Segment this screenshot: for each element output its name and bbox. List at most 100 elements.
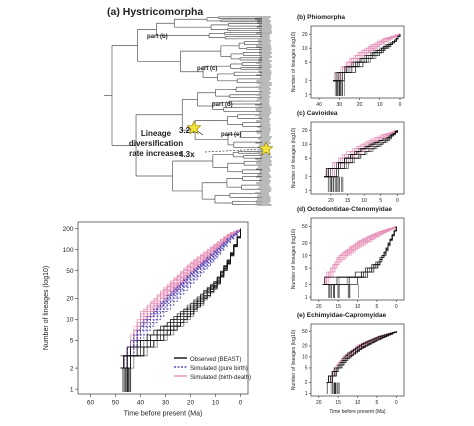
y-tick-label: 2 [305, 282, 308, 288]
x-tick-label: 20 [357, 102, 363, 108]
annotation-line-3: rate increases [129, 149, 183, 158]
chart-title: (c) Cavioidea [297, 110, 338, 117]
x-tick-label: 20 [316, 400, 322, 406]
rate-shift-star-icon [258, 141, 274, 156]
series-birth-death-line [326, 331, 397, 383]
x-tick-label: 0 [395, 400, 398, 406]
y-tick-label: 10 [302, 46, 308, 52]
x-axis-label: Time before present (Ma) [124, 411, 203, 418]
legend-observed: Observed (BEAST) [190, 357, 241, 363]
x-tick-label: 15 [335, 400, 341, 406]
y-tick-label: 5 [305, 156, 308, 162]
y-tick-label: 1 [305, 295, 308, 301]
series-birth-death-line [120, 228, 241, 369]
x-tick-label: 60 [87, 400, 95, 407]
y-tick-label: 1 [305, 92, 308, 98]
series-birth-death-line [326, 331, 397, 383]
series-birth-death-line [120, 228, 241, 369]
series-birth-death-line [326, 331, 397, 383]
x-tick-label: 15 [335, 304, 341, 310]
series-birth-death-line [326, 331, 397, 383]
x-tick-label: 10 [361, 198, 367, 204]
y-tick-label: 20 [302, 32, 308, 38]
series-observed-line [326, 331, 397, 383]
x-tick-label: 0 [399, 102, 402, 108]
series-birth-death-line [326, 331, 397, 383]
plot-frame [77, 221, 249, 395]
panel-a-phylogeny: (a) Hystricomorpha part (b) part (c) par… [104, 6, 274, 206]
panel-a-title: (a) Hystricomorpha [107, 6, 203, 18]
series-pure-birth-line [120, 228, 241, 369]
series-observed-line [322, 226, 397, 285]
legend-pure-birth: Simulated (pure birth) [190, 366, 248, 372]
series-birth-death-line [120, 228, 241, 357]
series-observed-line [326, 331, 397, 383]
x-tick-label: 20 [328, 198, 334, 204]
series-observed-line [326, 331, 397, 383]
series-birth-death-line [326, 331, 397, 383]
x-axis-label: Time before present (Ma) [329, 409, 386, 415]
x-tick-label: 5 [375, 400, 378, 406]
series-birth-death-line [326, 331, 397, 383]
y-axis-label: Number of lineages (log10) [43, 266, 50, 350]
y-tick-label: 20 [302, 344, 308, 350]
rate-shift-star-icon [186, 120, 202, 135]
y-tick-label: 2 [305, 174, 308, 180]
x-tick-label: 40 [316, 102, 322, 108]
x-tick-label: 30 [162, 400, 170, 407]
rate-arrow-2 [204, 148, 264, 153]
y-tick-label: 20 [66, 296, 74, 303]
y-tick-label: 10 [302, 142, 308, 148]
series-birth-death-line [326, 331, 397, 383]
x-tick-label: 5 [375, 304, 378, 310]
y-tick-label: 20 [302, 241, 308, 247]
x-tick-label: 0 [239, 400, 243, 407]
series-birth-death-line [322, 226, 397, 285]
series-birth-death-line [322, 226, 397, 285]
series-pure-birth-line [120, 228, 241, 369]
x-tick-label: 50 [112, 400, 120, 407]
series-birth-death-line [326, 331, 397, 383]
y-tick-label: 5 [70, 338, 74, 345]
y-tick-label: 1 [70, 386, 74, 393]
chart-title: (b) Phiomorpha [297, 14, 345, 21]
y-tick-label: 50 [66, 268, 74, 275]
y-tick-label: 10 [302, 253, 308, 259]
y-tick-label: 1 [305, 391, 308, 397]
x-tick-label: 40 [137, 400, 145, 407]
x-tick-label: 5 [379, 198, 382, 204]
x-tick-label: 10 [212, 400, 220, 407]
label-part-d: part (d) [212, 102, 233, 108]
x-tick-label: 0 [396, 198, 399, 204]
chart-c: (c) Cavioidea 20 15 10 5 0 1 2 5 10 20 Number of li… [291, 110, 405, 204]
y-tick-label: 50 [302, 224, 308, 230]
legend-birth-death: Simulated (birth-death) [190, 375, 251, 381]
series-pure-birth-line [120, 228, 241, 369]
series-observed-line [333, 34, 401, 82]
y-tick-label: 5 [305, 60, 308, 66]
y-tick-label: 20 [302, 128, 308, 134]
series-observed-line [120, 228, 241, 369]
y-tick-label: 5 [305, 366, 308, 372]
y-tick-label: 5 [305, 266, 308, 272]
series-birth-death-line [326, 331, 397, 383]
x-tick-label: 20 [316, 304, 322, 310]
rate-label-2: 4.3x [179, 150, 195, 159]
series-observed-line [324, 130, 398, 178]
series-observed-line [326, 331, 397, 383]
series-birth-death-line [326, 331, 397, 383]
x-tick-label: 10 [377, 102, 383, 108]
x-tick-label: 15 [345, 198, 351, 204]
annotation-line-2: diversification [129, 139, 183, 148]
y-tick-label: 2 [70, 365, 74, 372]
series-observed-line [326, 331, 397, 383]
series-observed-line [326, 331, 397, 383]
x-tick-label: 20 [187, 400, 195, 407]
x-tick-label: 30 [337, 102, 343, 108]
y-axis-label: Number of lineages (log10) [291, 128, 297, 189]
label-part-e: part (e) [221, 132, 241, 138]
chart-title: (e) Echimyidae-Capromyidae [297, 312, 387, 319]
